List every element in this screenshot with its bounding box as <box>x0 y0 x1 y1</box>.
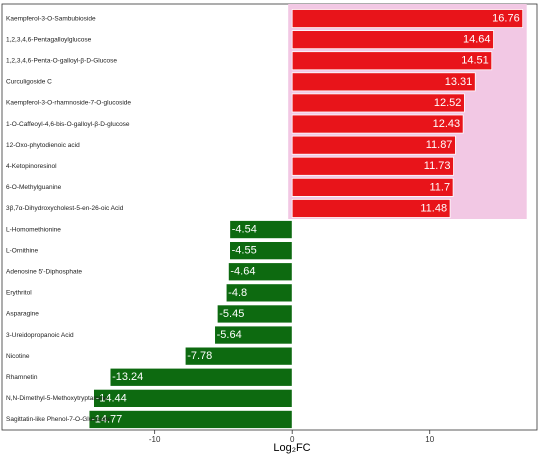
x-tick-label: 10 <box>425 435 434 444</box>
value-label: -5.64 <box>217 329 242 341</box>
value-label: 12.52 <box>434 97 462 109</box>
value-label: 11.87 <box>426 139 453 151</box>
bar <box>214 325 293 345</box>
bar <box>184 346 293 366</box>
value-label: 11.48 <box>420 202 447 214</box>
bar <box>225 283 293 303</box>
value-label: -14.44 <box>96 392 127 404</box>
bar <box>229 241 293 261</box>
bar <box>291 177 454 197</box>
x-tick-label: 0 <box>290 435 295 444</box>
category-label: 1-O-Caffeoyl-4,6-bis-O-galloyl-β-D-gluco… <box>6 121 130 128</box>
value-label: 14.51 <box>461 55 489 67</box>
category-label: L-Ornithine <box>6 247 39 254</box>
bar <box>291 30 494 50</box>
bar <box>291 156 454 176</box>
x-tick-label: -10 <box>149 435 161 444</box>
bar <box>291 51 493 71</box>
category-label: 1,2,3,4,6-Pentagalloylglucose <box>6 36 92 43</box>
bar <box>291 135 456 155</box>
category-label: 4-Ketopinoresinol <box>6 163 57 170</box>
value-label: -4.8 <box>228 287 247 299</box>
category-label: 12-Oxo-phytodienoic acid <box>6 142 80 149</box>
category-label: Erythritol <box>6 290 32 297</box>
category-label: L-Homomethionine <box>6 226 61 233</box>
bar <box>88 409 293 429</box>
bar <box>291 114 464 134</box>
bar <box>291 72 476 92</box>
x-axis-label: Log₂FC <box>273 442 310 454</box>
value-label: 11.73 <box>424 160 451 172</box>
category-label: Curculigoside C <box>6 79 52 86</box>
value-label: 12.43 <box>433 118 461 130</box>
bar <box>291 9 524 29</box>
value-label: 11.7 <box>430 181 451 193</box>
bar <box>227 262 293 282</box>
category-label: 1,2,3,4,6-Penta-O-galloyl-β-D-Glucose <box>6 57 117 64</box>
value-label: -4.64 <box>230 266 255 278</box>
category-label: Rhamnetin <box>6 374 38 381</box>
value-label: -4.55 <box>232 245 257 257</box>
category-label: N,N-Dimethyl-5-Methoxytryptamine <box>6 395 108 402</box>
bar <box>291 93 465 113</box>
value-label: -4.54 <box>232 223 257 235</box>
value-label: -5.45 <box>219 308 244 320</box>
category-label: Kaempferol-3-O-Sambubioside <box>6 15 96 22</box>
bar <box>216 304 293 324</box>
value-label: -13.24 <box>112 371 143 383</box>
category-label: 3-Ureidopropanoic Acid <box>6 332 74 339</box>
value-label: -14.77 <box>91 413 122 425</box>
category-label: Kaempferol-3-O-rhamnoside-7-O-glucoside <box>6 100 131 107</box>
bar <box>291 198 451 218</box>
value-label: -7.78 <box>187 350 212 362</box>
category-label: 6-O-Methylguanine <box>6 184 62 191</box>
category-label: Sagittatin-like Phenol-7-O-Glucoside <box>6 416 112 423</box>
plot-frame <box>1 3 538 431</box>
category-label: Adenosine 5'-Diphosphate <box>6 268 82 275</box>
category-label: 3β,7α-Dihydroxycholest-5-en-26-oic Acid <box>6 205 124 212</box>
value-label: 16.76 <box>492 12 520 24</box>
bar <box>109 367 293 387</box>
value-label: 13.31 <box>445 76 473 88</box>
category-label: Nicotine <box>6 353 30 360</box>
value-label: 14.64 <box>463 34 491 46</box>
bar <box>229 220 293 240</box>
bar <box>93 388 293 408</box>
category-label: Asparagine <box>6 311 39 318</box>
